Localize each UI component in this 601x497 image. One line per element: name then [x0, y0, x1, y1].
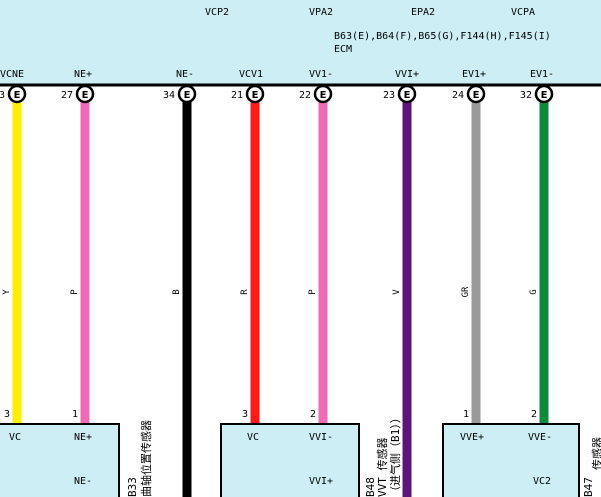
- sensor-b47-pin-vc2: VC2: [533, 476, 551, 487]
- connector-e-circle: [466, 84, 486, 104]
- ecm-pin-label: EV1-: [530, 69, 554, 80]
- sensor-b33: VC NE+ NE- B33 曲轴位置传感器: [0, 420, 153, 497]
- ecm-pin-label: EV1+: [462, 69, 486, 80]
- connector-e-circle: [534, 84, 554, 104]
- connector-e-circle: [7, 84, 27, 104]
- ecm-name: ECM: [334, 44, 352, 55]
- connector-e-circle: [177, 84, 197, 104]
- sensor-b47-pin-vve-plus: VVE+: [460, 432, 484, 443]
- ecm-pin-label: VVI+: [395, 69, 419, 80]
- connector-e-letter: E: [320, 90, 327, 101]
- connector-e-circle: [245, 84, 265, 104]
- sensor-b48-pin-vc: VC: [247, 432, 259, 443]
- sensor-b48-name: VVT 传感器: [376, 438, 389, 497]
- ecm-pin-number: 23: [383, 90, 395, 101]
- ecm-top-pin-vpa2: VPA2: [309, 7, 333, 18]
- ecm-pin-number: 27: [61, 90, 73, 101]
- ecm-pin-number: 32: [520, 90, 532, 101]
- connector-e-circle: [397, 84, 417, 104]
- connector-e-letter: E: [14, 90, 21, 101]
- connector-e-letter: E: [184, 90, 191, 101]
- sensor-b48: VC VVI- VVI+ B48 VVT 传感器 （进气侧（B1））: [220, 412, 402, 497]
- wire-color-code: Y: [2, 289, 12, 295]
- sensor-pin-number: 2: [531, 409, 537, 420]
- ecm-top-pin-vcp2: VCP2: [205, 7, 229, 18]
- sensor-b33-box: [0, 423, 120, 497]
- wire-color-code: V: [392, 289, 402, 295]
- wire-color-code: P: [70, 289, 80, 295]
- sensor-b47: VVE+ VVE- VC2 B47 传感器: [442, 423, 601, 497]
- ecm-pin-number: 34: [163, 90, 175, 101]
- sensor-pin-number: 1: [72, 409, 78, 420]
- ecm-connector-codes: B63(E),B64(F),B65(G),F144(H),F145(I): [334, 31, 551, 42]
- sensor-b48-subname: （进气侧（B1））: [388, 412, 402, 497]
- ecm-pin-number: 3: [0, 90, 5, 101]
- sensor-b48-code: B48: [364, 477, 377, 497]
- sensor-b47-box: [442, 423, 580, 497]
- ecm-top-pin-vcpa: VCPA: [511, 7, 535, 18]
- sensor-b47-pin-vve-minus: VVE-: [528, 432, 552, 443]
- connector-e-letter: E: [252, 90, 259, 101]
- sensor-b33-pin-ne-plus: NE+: [74, 432, 92, 443]
- wire-color-code: B: [172, 289, 182, 294]
- connector-e-letter: E: [541, 90, 548, 101]
- sensor-b33-name: 曲轴位置传感器: [139, 420, 153, 497]
- sensor-b48-pin-vvi-minus: VVI-: [309, 432, 333, 443]
- sensor-b47-code: B47: [582, 477, 595, 497]
- ecm-pin-number: 24: [452, 90, 464, 101]
- connector-e-letter: E: [404, 90, 411, 101]
- wire-color-code: GR: [461, 286, 471, 297]
- sensor-pin-number: 3: [4, 409, 10, 420]
- sensor-b33-pin-vc: VC: [9, 432, 21, 443]
- ecm-pin-number: 21: [231, 90, 243, 101]
- ecm-pin-label: VCNE: [0, 69, 24, 80]
- wire-color-code: R: [240, 289, 250, 295]
- sensor-b48-box: [220, 423, 360, 497]
- connector-e-letter: E: [82, 90, 89, 101]
- ecm-header-panel: [0, 0, 601, 85]
- wire-color-code: P: [308, 289, 318, 295]
- connector-e-circle: [75, 84, 95, 104]
- ecm-pin-label: NE-: [176, 69, 194, 80]
- sensor-pin-number: 2: [310, 409, 316, 420]
- sensor-b47-name: 传感器: [591, 437, 601, 470]
- ecm-pin-label: NE+: [74, 69, 92, 80]
- ecm-top-pin-epa2: EPA2: [411, 7, 435, 18]
- wire-color-code: G: [529, 289, 539, 294]
- sensor-pin-number: 3: [242, 409, 248, 420]
- connector-e-circle: [313, 84, 333, 104]
- ecm-pin-label: VCV1: [239, 69, 263, 80]
- connector-e-letter: E: [473, 90, 480, 101]
- sensor-b48-pin-vvi-plus: VVI+: [309, 476, 333, 487]
- ecm-pin-label: VV1-: [309, 69, 333, 80]
- sensor-b33-code: B33: [126, 477, 139, 497]
- ecm-pin-number: 22: [299, 90, 311, 101]
- sensor-b33-pin-ne-minus: NE-: [74, 476, 92, 487]
- sensor-pin-number: 1: [463, 409, 469, 420]
